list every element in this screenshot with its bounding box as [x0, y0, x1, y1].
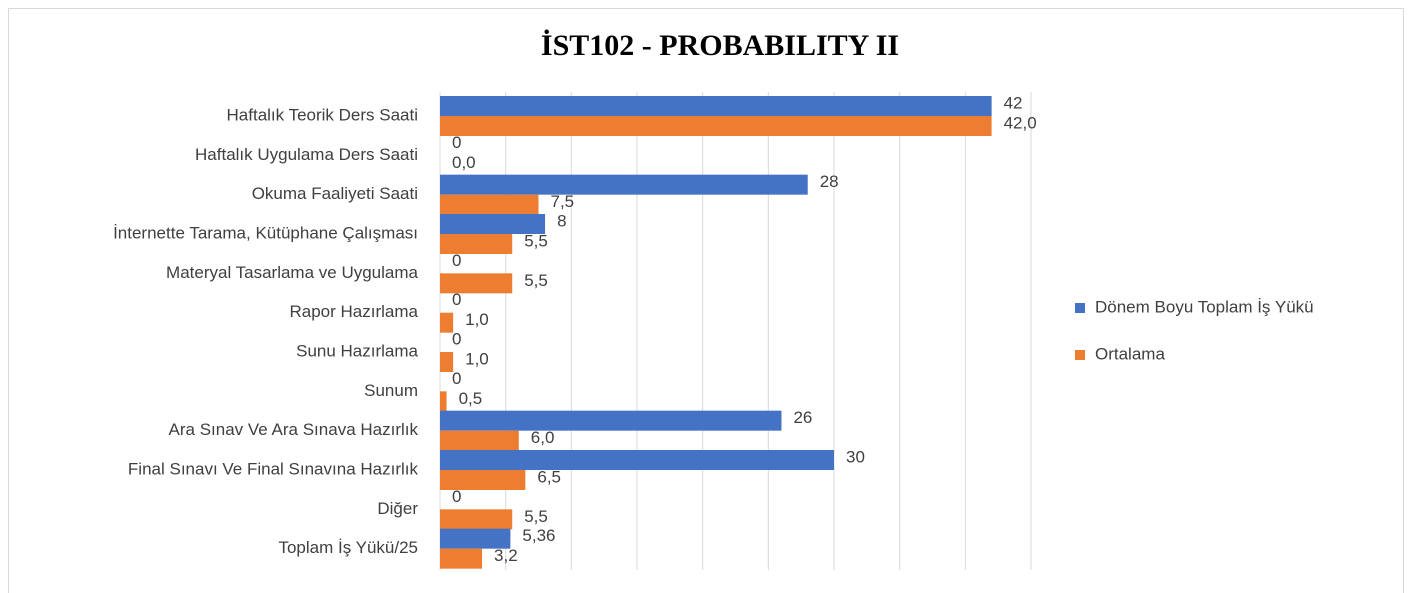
bar	[440, 470, 526, 490]
legend-label: Dönem Boyu Toplam İş Yükü	[1095, 297, 1314, 316]
y-tick-label: Haftalık Uygulama Ders Saati	[195, 145, 418, 164]
data-label: 1,0	[465, 349, 489, 368]
data-label: 28	[820, 172, 839, 191]
bar	[440, 528, 511, 549]
bar	[440, 273, 513, 294]
y-tick-label: Okuma Faaliyeti Saati	[252, 184, 418, 203]
data-label: 5,5	[524, 507, 548, 526]
data-label: 0	[452, 251, 461, 270]
y-tick-label: Ara Sınav Ve Ara Sınava Hazırlık	[169, 420, 419, 439]
data-label: 0	[452, 369, 461, 388]
legend-label: Ortalama	[1095, 344, 1165, 363]
bar	[440, 96, 992, 116]
data-label: 5,36	[522, 526, 555, 545]
data-label: 6,0	[531, 428, 555, 447]
data-label: 5,5	[524, 231, 548, 250]
data-label: 0	[452, 133, 461, 152]
data-label: 30	[846, 447, 865, 466]
data-label: 42,0	[1004, 113, 1037, 132]
bar	[440, 194, 539, 215]
bar	[440, 174, 808, 195]
bar	[440, 509, 513, 530]
chart-title: İST102 - PROBABILITY II	[541, 29, 899, 62]
data-label: 0	[452, 329, 461, 348]
y-tick-label: Haftalık Teorik Ders Saati	[227, 105, 418, 124]
data-label: 3,2	[494, 546, 518, 565]
bar	[440, 214, 546, 234]
data-label: 26	[793, 408, 812, 427]
data-label: 0,0	[452, 153, 476, 172]
y-tick-label: İnternette Tarama, Kütüphane Çalışması	[113, 223, 418, 242]
data-label: 1,0	[465, 310, 489, 329]
data-label: 0,5	[459, 389, 483, 408]
bar	[440, 352, 454, 372]
y-tick-label: Rapor Hazırlama	[290, 302, 419, 321]
bar	[440, 116, 992, 136]
legend-swatch	[1075, 350, 1085, 360]
data-label: 6,5	[537, 467, 561, 486]
y-tick-label: Diğer	[377, 499, 418, 518]
legend-swatch	[1075, 303, 1085, 313]
bar	[440, 234, 513, 254]
bar	[440, 410, 782, 431]
data-label: 8	[557, 211, 566, 230]
data-label: 42	[1004, 93, 1023, 112]
data-label: 0	[452, 487, 461, 506]
bar	[440, 450, 834, 470]
bar	[440, 548, 483, 569]
y-tick-label: Final Sınavı Ve Final Sınavına Hazırlık	[128, 459, 419, 478]
bar	[440, 430, 519, 451]
chart-border	[8, 8, 1404, 593]
data-label: 7,5	[551, 192, 575, 211]
data-label: 0	[452, 290, 461, 309]
y-tick-label: Toplam İş Yükü/25	[278, 538, 418, 557]
bar	[440, 391, 447, 412]
y-tick-label: Materyal Tasarlama ve Uygulama	[166, 263, 418, 282]
y-tick-label: Sunu Hazırlama	[296, 341, 418, 360]
y-tick-label: Sunum	[364, 381, 418, 400]
bar	[440, 312, 454, 333]
data-label: 5,5	[524, 271, 548, 290]
